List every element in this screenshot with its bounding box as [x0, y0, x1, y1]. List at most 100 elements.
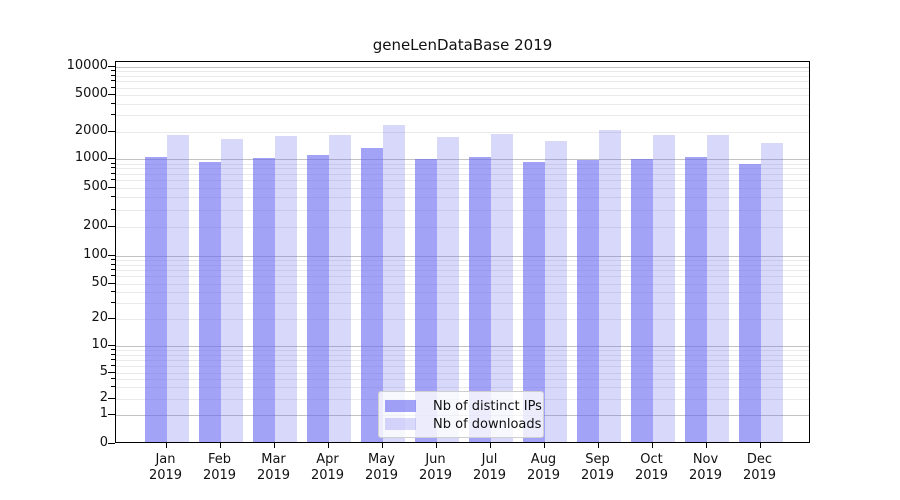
y-tick [108, 94, 115, 95]
y-minor-tick [111, 74, 115, 76]
y-tick [108, 255, 115, 256]
bar-distinct-ips-jan [144, 157, 167, 442]
bar-distinct-ips-dec [738, 164, 761, 442]
x-tick [597, 443, 599, 448]
bar-downloads-jan [166, 134, 189, 442]
x-tick [219, 443, 221, 448]
bar-downloads-apr [328, 135, 351, 442]
y-gridline-major [116, 159, 809, 161]
y-minor-tick [111, 162, 115, 164]
y-gridline-minor [116, 276, 809, 278]
bar-downloads-jun [436, 136, 459, 442]
y-gridline-minor [116, 264, 809, 266]
y-minor-tick [111, 179, 115, 181]
y-gridline-minor [116, 354, 809, 356]
y-gridline-major [116, 346, 809, 347]
y-gridline-minor [116, 103, 809, 105]
y-minor-tick [111, 86, 115, 88]
legend-swatch [385, 418, 416, 430]
y-tick-label: 20 [91, 310, 108, 325]
y-tick [108, 130, 115, 132]
y-tick-label: 500 [83, 178, 108, 194]
y-gridline-major [116, 66, 809, 68]
y-gridline-minor [116, 387, 809, 389]
x-tick [327, 443, 329, 448]
bar-distinct-ips-aug [522, 161, 545, 442]
y-tick-label: 100 [83, 247, 108, 262]
y-minor-tick [111, 263, 115, 265]
x-tick-label: Oct 2019 [634, 452, 669, 483]
bar-downloads-nov [706, 134, 729, 442]
y-gridline-minor [116, 70, 809, 72]
y-gridline-minor [116, 81, 809, 83]
y-gridline-minor [116, 180, 809, 182]
y-tick-label: 10 [91, 337, 108, 352]
y-minor-tick [111, 114, 115, 116]
y-tick [108, 65, 115, 67]
y-tick [108, 345, 115, 346]
x-tick [759, 443, 761, 448]
y-minor-tick [111, 80, 115, 82]
legend-item: Nb of downloads [385, 415, 541, 433]
y-minor-tick [111, 358, 115, 360]
y-tick-label: 5000 [74, 86, 108, 101]
x-tick-label: Feb 2019 [202, 452, 237, 483]
y-gridline-minor [116, 115, 809, 117]
x-tick [273, 443, 275, 448]
y-gridline-minor [116, 372, 809, 374]
x-tick [489, 443, 491, 448]
x-tick [543, 443, 545, 448]
x-tick [651, 443, 653, 448]
y-minor-tick [111, 102, 115, 104]
x-tick [705, 443, 707, 448]
y-gridline-minor [116, 197, 809, 199]
x-tick [165, 443, 167, 448]
y-tick-label: 0 [99, 435, 108, 450]
bar-distinct-ips-apr [306, 155, 329, 442]
y-minor-tick [111, 275, 115, 277]
y-gridline-minor [116, 350, 809, 352]
legend-label: Nb of distinct IPs [433, 398, 542, 414]
chart-title: geneLenDataBase 2019 [372, 36, 553, 54]
bar-distinct-ips-jun [414, 158, 437, 442]
y-gridline-minor [116, 187, 809, 189]
legend: Nb of distinct IPs Nb of downloads [378, 391, 544, 438]
y-minor-tick [111, 302, 115, 304]
legend-label: Nb of downloads [433, 416, 542, 432]
y-gridline-minor [116, 209, 809, 211]
bar-distinct-ips-may [360, 147, 383, 442]
y-tick-label: 200 [83, 218, 108, 233]
bar-downloads-oct [652, 135, 675, 442]
y-minor-tick [111, 291, 115, 293]
y-tick [108, 158, 115, 160]
y-minor-tick [111, 167, 115, 169]
y-gridline-minor [116, 173, 809, 175]
x-tick-label: Jun 2019 [418, 452, 453, 483]
bar-distinct-ips-oct [630, 159, 653, 442]
bar-downloads-sep [598, 129, 621, 442]
y-tick-label: 1000 [74, 150, 108, 166]
bar-distinct-ips-nov [684, 156, 707, 442]
y-gridline-minor [116, 359, 809, 361]
bar-downloads-may [382, 125, 405, 442]
bar-downloads-feb [220, 138, 243, 442]
bar-distinct-ips-sep [576, 160, 599, 442]
x-tick-label: Dec 2019 [742, 452, 777, 483]
y-gridline-major [116, 256, 809, 257]
x-tick [435, 443, 437, 448]
x-tick-label: Apr 2019 [310, 452, 345, 483]
y-gridline-minor [116, 163, 809, 165]
y-tick [108, 371, 115, 373]
y-gridline-minor [116, 365, 809, 367]
y-minor-tick [111, 69, 115, 71]
y-minor-tick [111, 208, 115, 210]
y-minor-tick [111, 377, 115, 379]
y-gridline-minor [116, 283, 809, 285]
legend-swatch [385, 400, 416, 412]
bar-distinct-ips-jul [468, 157, 491, 442]
y-minor-tick [111, 349, 115, 351]
y-minor-tick [111, 364, 115, 366]
y-gridline-minor [116, 319, 809, 320]
y-minor-tick [111, 172, 115, 174]
